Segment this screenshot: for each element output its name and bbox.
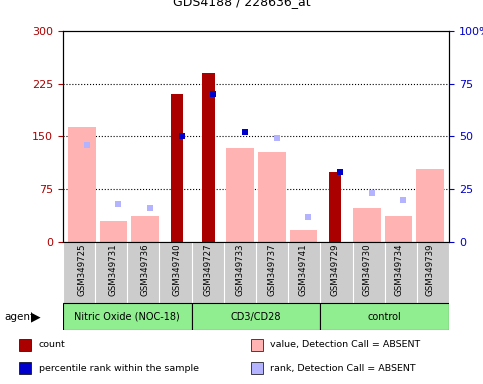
Text: GSM349737: GSM349737 bbox=[267, 244, 276, 296]
Text: GSM349729: GSM349729 bbox=[331, 244, 340, 296]
Text: GSM349725: GSM349725 bbox=[77, 244, 86, 296]
Text: count: count bbox=[39, 340, 65, 349]
Bar bbox=[416, 169, 444, 242]
Text: CD3/CD28: CD3/CD28 bbox=[231, 312, 281, 322]
Bar bbox=[68, 127, 96, 242]
Text: GSM349740: GSM349740 bbox=[172, 244, 181, 296]
Text: control: control bbox=[368, 312, 402, 322]
Text: Nitric Oxide (NOC-18): Nitric Oxide (NOC-18) bbox=[74, 312, 180, 322]
Bar bbox=[384, 216, 412, 242]
Bar bbox=[19, 362, 31, 374]
Bar bbox=[329, 172, 341, 242]
Text: value, Detection Call = ABSENT: value, Detection Call = ABSENT bbox=[270, 340, 421, 349]
Bar bbox=[353, 208, 381, 242]
Text: percentile rank within the sample: percentile rank within the sample bbox=[39, 364, 199, 373]
Text: GSM349730: GSM349730 bbox=[362, 244, 371, 296]
Bar bbox=[170, 94, 183, 242]
Bar bbox=[320, 303, 449, 330]
Bar bbox=[19, 339, 31, 351]
Text: agent: agent bbox=[5, 312, 35, 322]
Text: GSM349727: GSM349727 bbox=[204, 244, 213, 296]
Text: GSM349734: GSM349734 bbox=[394, 244, 403, 296]
Text: GDS4188 / 228636_at: GDS4188 / 228636_at bbox=[173, 0, 310, 8]
Bar bbox=[63, 303, 192, 330]
Bar bbox=[202, 73, 214, 242]
Bar bbox=[226, 148, 254, 242]
Text: GSM349731: GSM349731 bbox=[109, 244, 118, 296]
Text: GSM349739: GSM349739 bbox=[426, 244, 435, 296]
Bar bbox=[131, 216, 159, 242]
Bar bbox=[251, 339, 263, 351]
Bar bbox=[99, 221, 128, 242]
Bar bbox=[290, 230, 317, 242]
Bar bbox=[251, 362, 263, 374]
Text: rank, Detection Call = ABSENT: rank, Detection Call = ABSENT bbox=[270, 364, 416, 373]
Text: ▶: ▶ bbox=[31, 310, 41, 323]
Bar bbox=[192, 303, 320, 330]
Bar bbox=[258, 152, 286, 242]
Text: GSM349741: GSM349741 bbox=[299, 244, 308, 296]
Text: GSM349733: GSM349733 bbox=[236, 244, 245, 296]
Text: GSM349736: GSM349736 bbox=[141, 244, 150, 296]
